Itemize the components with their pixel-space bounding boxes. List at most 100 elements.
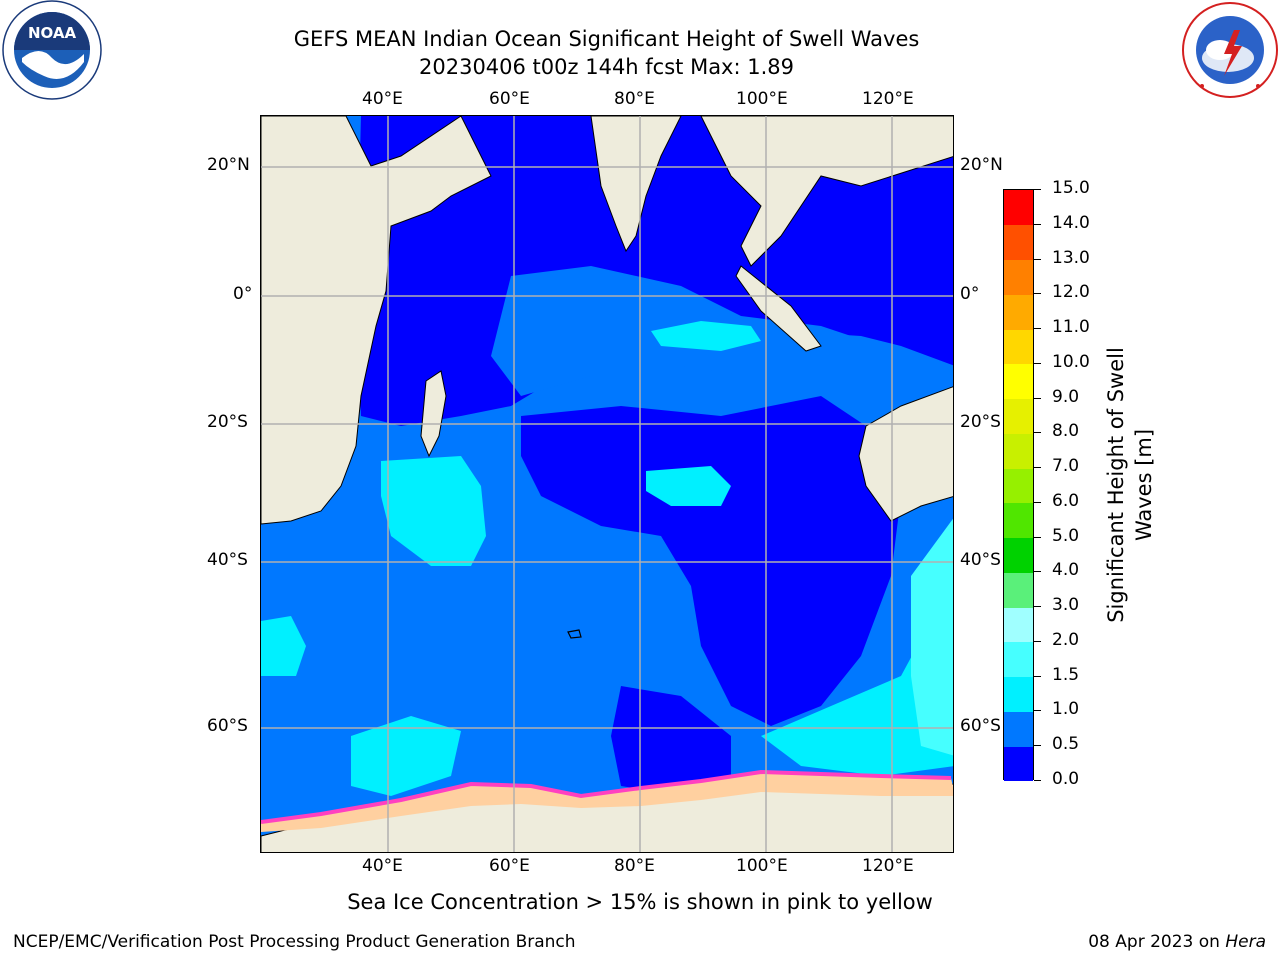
lat-label-left-60s: 60°S bbox=[207, 716, 248, 736]
colorbar-tick-label: 13.0 bbox=[1052, 247, 1090, 268]
colorbar-swatch-11 bbox=[1004, 363, 1033, 400]
colorbar-tick-label: 3.0 bbox=[1052, 595, 1080, 616]
colorbar-tick-mark bbox=[1034, 745, 1041, 747]
colorbar-swatch-4 bbox=[1004, 607, 1033, 643]
lat-label-left-40s: 40°S bbox=[207, 550, 248, 570]
lon-label-bottom-120e: 120°E bbox=[862, 856, 914, 876]
colorbar-swatch-15 bbox=[1004, 224, 1033, 260]
land-kerguelen bbox=[567, 629, 582, 639]
colorbar-tick-label: 5.0 bbox=[1052, 525, 1080, 546]
colorbar-tick-label: 0.0 bbox=[1052, 769, 1080, 789]
colorbar-swatch-16 bbox=[1004, 190, 1033, 226]
map-title: GEFS MEAN Indian Ocean Significant Heigh… bbox=[293, 27, 920, 51]
lon-label-top-40e: 40°E bbox=[362, 89, 403, 109]
colorbar-tick-mark bbox=[1034, 397, 1041, 399]
colorbar-tick-mark bbox=[1034, 328, 1041, 330]
swell-zone-1-1.5-f bbox=[761, 579, 953, 776]
date-stamp: 08 Apr 2023 on Hera bbox=[1088, 932, 1266, 952]
swell-zone-1-1.5-c bbox=[646, 466, 731, 506]
lat-label-right-0: 0° bbox=[960, 284, 980, 304]
colorbar-tick-label: 8.0 bbox=[1052, 421, 1080, 442]
colorbar-tick-mark bbox=[1034, 571, 1041, 573]
colorbar-tick-mark bbox=[1034, 675, 1041, 677]
colorbar-tick-label: 14.0 bbox=[1052, 212, 1090, 233]
colorbar-title: Significant Height of Swell Waves [m] bbox=[1102, 347, 1158, 623]
colorbar-tick-mark bbox=[1034, 640, 1041, 642]
date-text: 08 Apr 2023 on bbox=[1088, 932, 1226, 952]
colorbar-swatch-8 bbox=[1004, 468, 1033, 504]
lat-label-right-40s: 40°S bbox=[960, 550, 1001, 570]
colorbar-tick-label: 11.0 bbox=[1052, 317, 1090, 338]
swell-zone-1-1.5-b bbox=[381, 456, 486, 566]
colorbar-swatch-1 bbox=[1004, 711, 1033, 747]
lon-label-top-120e: 120°E bbox=[862, 89, 914, 109]
lon-label-bottom-40e: 40°E bbox=[362, 856, 403, 876]
swell-zone-1-1.5-e bbox=[351, 716, 461, 796]
credit-text: NCEP/EMC/Verification Post Processing Pr… bbox=[13, 932, 576, 952]
colorbar-swatch-9 bbox=[1004, 433, 1033, 469]
colorbar-swatch-6 bbox=[1004, 537, 1033, 573]
colorbar-tick-label: 15.0 bbox=[1052, 178, 1090, 198]
colorbar-tick-label: 2.0 bbox=[1052, 629, 1080, 650]
colorbar-tick-mark bbox=[1034, 432, 1041, 434]
sea-ice-band bbox=[261, 772, 953, 832]
colorbar-tick-label: 6.0 bbox=[1052, 490, 1080, 511]
colorbar-swatch-3 bbox=[1004, 641, 1033, 678]
swell-zone-0-0.5-central bbox=[521, 396, 901, 726]
lat-label-right-20n: 20°N bbox=[960, 155, 1003, 175]
colorbar-swatch-0 bbox=[1004, 746, 1033, 782]
lon-label-top-60e: 60°E bbox=[489, 89, 530, 109]
colorbar-swatch-12 bbox=[1004, 329, 1033, 365]
colorbar-tick-mark bbox=[1034, 189, 1041, 190]
colorbar-title-line1: Significant Height of Swell bbox=[1104, 347, 1128, 623]
colorbar-swatch-10 bbox=[1004, 398, 1033, 434]
colorbar-tick-label: 4.0 bbox=[1052, 560, 1080, 581]
colorbar bbox=[1003, 189, 1034, 782]
colorbar-tick-mark bbox=[1034, 536, 1041, 538]
swell-height-map bbox=[261, 116, 953, 852]
swell-zone-1-1.5-d bbox=[261, 616, 306, 676]
colorbar-tick-mark bbox=[1034, 501, 1041, 503]
noaa-logo: NOAA bbox=[0, 0, 105, 100]
colorbar-swatch-7 bbox=[1004, 502, 1033, 539]
lat-label-right-20s: 20°S bbox=[960, 412, 1001, 432]
colorbar-tick-label: 7.0 bbox=[1052, 456, 1080, 477]
swell-zone-1.5-2 bbox=[911, 518, 953, 756]
land-india bbox=[590, 116, 682, 253]
colorbar-tick-mark bbox=[1034, 780, 1041, 781]
map-gridlines bbox=[261, 116, 953, 852]
land-sumatra bbox=[735, 265, 822, 352]
map-subtitle: 20230406 t00z 144h fcst Max: 1.89 bbox=[419, 55, 794, 79]
lat-label-right-60s: 60°S bbox=[960, 716, 1001, 736]
colorbar-swatch-14 bbox=[1004, 259, 1033, 295]
colorbar-tick-label: 12.0 bbox=[1052, 282, 1090, 303]
lat-label-left-0: 0° bbox=[233, 284, 253, 304]
colorbar-tick-label: 0.5 bbox=[1052, 734, 1080, 755]
land-madagascar bbox=[420, 370, 447, 458]
lon-label-top-100e: 100°E bbox=[736, 89, 788, 109]
noaa-logo-text: NOAA bbox=[28, 24, 77, 42]
colorbar-title-line2: Waves [m] bbox=[1132, 428, 1156, 542]
lon-label-bottom-100e: 100°E bbox=[736, 856, 788, 876]
colorbar-swatch-13 bbox=[1004, 294, 1033, 330]
colorbar-tick-label: 9.0 bbox=[1052, 386, 1080, 407]
lon-label-top-80e: 80°E bbox=[614, 89, 655, 109]
colorbar-tick-label: 10.0 bbox=[1052, 351, 1090, 372]
colorbar-tick-mark bbox=[1034, 710, 1041, 712]
colorbar-tick-mark bbox=[1034, 258, 1041, 260]
lon-label-bottom-80e: 80°E bbox=[614, 856, 655, 876]
swell-zone-1-1.5-a bbox=[651, 321, 761, 351]
map-panel bbox=[260, 115, 954, 853]
machine-name: Hera bbox=[1225, 932, 1266, 952]
swell-zone-0-0.5-south bbox=[611, 686, 731, 796]
colorbar-swatch-5 bbox=[1004, 572, 1033, 608]
nws-logo bbox=[1178, 0, 1278, 100]
land-australia bbox=[858, 386, 953, 522]
colorbar-tick-mark bbox=[1034, 606, 1041, 608]
colorbar-tick-label: 1.0 bbox=[1052, 699, 1080, 720]
lat-label-left-20n: 20°N bbox=[207, 155, 250, 175]
colorbar-tick-mark bbox=[1034, 467, 1041, 469]
colorbar-swatch-2 bbox=[1004, 676, 1033, 712]
lon-label-bottom-60e: 60°E bbox=[489, 856, 530, 876]
colorbar-tick-mark bbox=[1034, 293, 1041, 295]
